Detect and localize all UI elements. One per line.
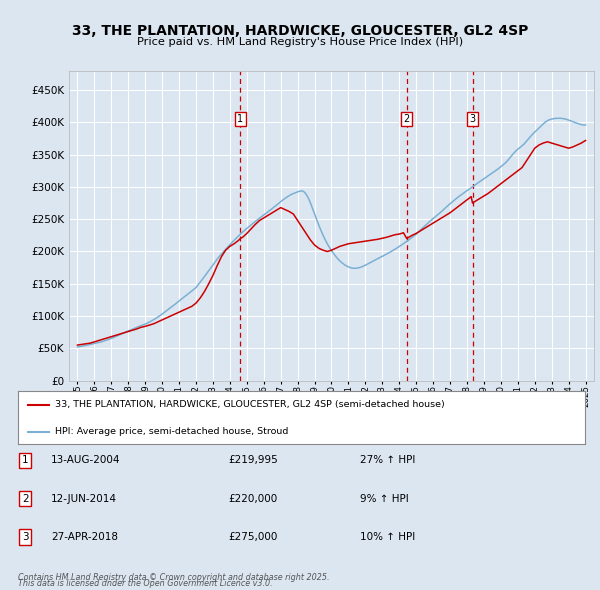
Text: 33, THE PLANTATION, HARDWICKE, GLOUCESTER, GL2 4SP (semi-detached house): 33, THE PLANTATION, HARDWICKE, GLOUCESTE…: [55, 401, 445, 409]
Text: 3: 3: [22, 532, 29, 542]
Text: 2: 2: [22, 494, 29, 503]
Text: £220,000: £220,000: [228, 494, 277, 503]
Text: This data is licensed under the Open Government Licence v3.0.: This data is licensed under the Open Gov…: [18, 579, 272, 588]
Text: 12-JUN-2014: 12-JUN-2014: [51, 494, 117, 503]
Text: 27% ↑ HPI: 27% ↑ HPI: [360, 455, 415, 465]
Text: 33, THE PLANTATION, HARDWICKE, GLOUCESTER, GL2 4SP: 33, THE PLANTATION, HARDWICKE, GLOUCESTE…: [72, 24, 528, 38]
Text: 27-APR-2018: 27-APR-2018: [51, 532, 118, 542]
Text: 9% ↑ HPI: 9% ↑ HPI: [360, 494, 409, 503]
Text: 1: 1: [22, 455, 29, 465]
Text: £275,000: £275,000: [228, 532, 277, 542]
Text: Price paid vs. HM Land Registry's House Price Index (HPI): Price paid vs. HM Land Registry's House …: [137, 37, 463, 47]
Text: 10% ↑ HPI: 10% ↑ HPI: [360, 532, 415, 542]
Text: 3: 3: [469, 114, 476, 124]
Text: HPI: Average price, semi-detached house, Stroud: HPI: Average price, semi-detached house,…: [55, 428, 288, 437]
Text: 1: 1: [237, 114, 244, 124]
Text: £219,995: £219,995: [228, 455, 278, 465]
Text: 2: 2: [404, 114, 410, 124]
Text: Contains HM Land Registry data © Crown copyright and database right 2025.: Contains HM Land Registry data © Crown c…: [18, 573, 329, 582]
Text: 13-AUG-2004: 13-AUG-2004: [51, 455, 121, 465]
